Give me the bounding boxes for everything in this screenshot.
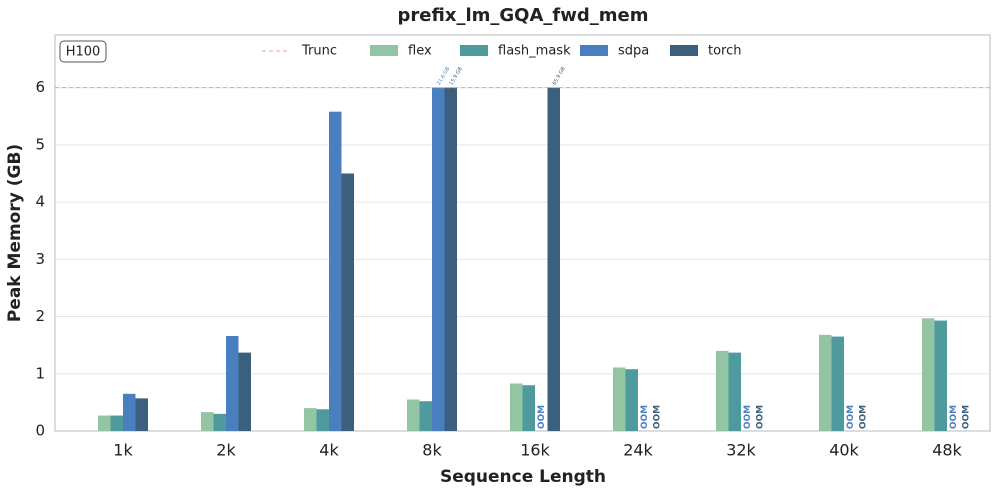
bar xyxy=(819,334,832,431)
legend-label: flex xyxy=(408,44,432,59)
bar xyxy=(831,336,844,431)
oom-label: OOM xyxy=(949,405,959,429)
bar xyxy=(547,87,560,431)
oom-label: OOM xyxy=(846,405,856,429)
annotation: H100 xyxy=(66,45,101,60)
chart-title: prefix_lm_GQA_fwd_mem xyxy=(398,5,649,26)
bar xyxy=(522,385,535,431)
y-axis-label: Peak Memory (GB) xyxy=(5,144,25,322)
bar xyxy=(934,320,947,431)
bar xyxy=(201,412,214,431)
bar xyxy=(625,369,638,431)
bar xyxy=(341,173,354,431)
x-tick-label: 24k xyxy=(623,441,653,460)
bar xyxy=(432,87,445,431)
oom-label: OOM xyxy=(961,405,971,429)
bar xyxy=(110,415,123,431)
bar xyxy=(419,401,432,431)
x-tick-label: 40k xyxy=(829,441,859,460)
annotation-box xyxy=(59,40,107,63)
value-label: 65.9 GB xyxy=(552,66,567,87)
bar xyxy=(728,352,741,431)
oom-label: OOM xyxy=(858,405,868,429)
bar xyxy=(304,408,317,431)
bar xyxy=(226,336,239,431)
y-tick-label: 3 xyxy=(35,250,45,268)
legend-swatch xyxy=(580,45,608,56)
bar xyxy=(316,409,329,431)
bar xyxy=(135,398,148,431)
legend-label: torch xyxy=(708,44,742,59)
bar xyxy=(213,413,226,431)
value-label: 15.9 GB xyxy=(449,66,464,87)
bar xyxy=(238,352,251,431)
x-axis-label: Sequence Length xyxy=(440,467,606,487)
bar xyxy=(922,318,935,431)
oom-label: OOM xyxy=(755,405,765,429)
legend-swatch xyxy=(670,45,698,56)
y-tick-label: 2 xyxy=(35,307,45,325)
bar xyxy=(716,350,729,431)
oom-label: OOM xyxy=(537,405,547,429)
bar xyxy=(98,415,111,431)
bar xyxy=(444,87,457,431)
bar xyxy=(613,367,626,431)
x-tick-label: 32k xyxy=(726,441,756,460)
x-tick-label: 1k xyxy=(113,441,133,460)
x-tick-label: 8k xyxy=(422,441,442,460)
bar xyxy=(329,111,342,431)
y-tick-label: 5 xyxy=(35,135,45,153)
bars xyxy=(98,87,947,431)
y-tick-label: 1 xyxy=(35,364,45,382)
legend-swatch xyxy=(370,45,398,56)
bar xyxy=(123,393,136,431)
legend-label: sdpa xyxy=(618,44,649,59)
legend-label: Trunc xyxy=(301,44,337,59)
x-tick-label: 16k xyxy=(520,441,550,460)
bar xyxy=(510,383,523,431)
oom-label: OOM xyxy=(743,405,753,429)
legend-swatch xyxy=(460,45,488,56)
y-tick-label: 0 xyxy=(35,422,45,440)
legend-label: flash_mask xyxy=(498,44,571,59)
bar xyxy=(407,399,420,431)
oom-label: OOM xyxy=(640,405,650,429)
y-tick-label: 6 xyxy=(35,78,45,96)
x-tick-label: 2k xyxy=(216,441,236,460)
x-tick-label: 4k xyxy=(319,441,339,460)
legend: Trunc flex flash_mask sdpa torch xyxy=(262,44,742,59)
oom-label: OOM xyxy=(652,405,662,429)
y-tick-label: 4 xyxy=(35,193,45,211)
plot-frame xyxy=(54,34,991,432)
x-tick-label: 48k xyxy=(932,441,962,460)
